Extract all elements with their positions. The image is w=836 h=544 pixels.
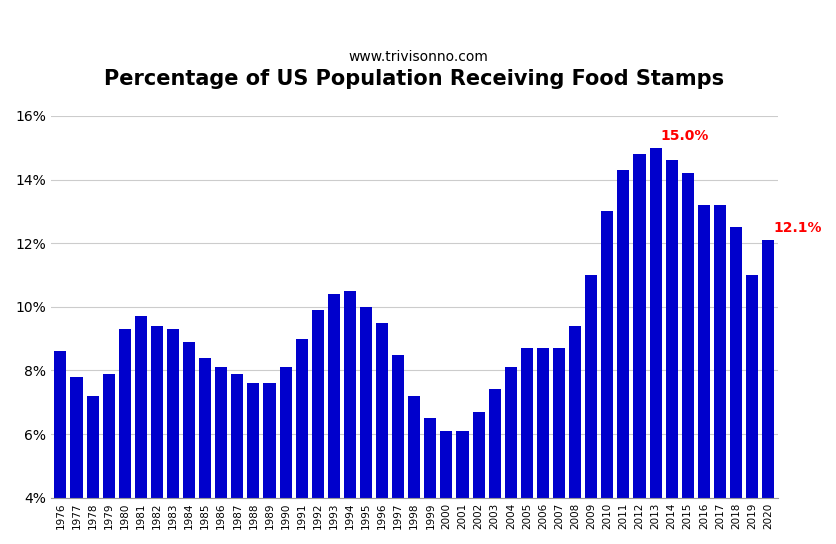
Bar — [166, 329, 179, 544]
Bar — [456, 431, 468, 544]
Bar — [504, 367, 516, 544]
Bar — [536, 348, 548, 544]
Bar — [183, 342, 195, 544]
Bar — [231, 374, 243, 544]
Bar — [344, 291, 355, 544]
Bar — [150, 326, 163, 544]
Bar — [408, 396, 420, 544]
Bar — [488, 390, 500, 544]
Bar — [665, 160, 677, 544]
Bar — [328, 294, 339, 544]
Bar — [762, 240, 773, 544]
Text: www.trivisonno.com: www.trivisonno.com — [348, 50, 488, 64]
Bar — [263, 383, 275, 544]
Bar — [135, 317, 146, 544]
Bar — [617, 170, 629, 544]
Bar — [247, 383, 259, 544]
Bar — [649, 148, 660, 544]
Bar — [472, 412, 484, 544]
Bar — [633, 154, 645, 544]
Bar — [311, 310, 324, 544]
Bar — [713, 205, 725, 544]
Bar — [70, 377, 83, 544]
Bar — [392, 355, 404, 544]
Bar — [54, 351, 66, 544]
Bar — [199, 358, 211, 544]
Bar — [375, 323, 388, 544]
Text: 12.1%: 12.1% — [772, 221, 820, 235]
Bar — [359, 307, 371, 544]
Bar — [520, 348, 533, 544]
Bar — [584, 275, 597, 544]
Text: 15.0%: 15.0% — [660, 129, 708, 143]
Bar — [424, 418, 436, 544]
Bar — [729, 227, 742, 544]
Bar — [568, 326, 580, 544]
Title: Percentage of US Population Receiving Food Stamps: Percentage of US Population Receiving Fo… — [104, 70, 723, 89]
Bar — [553, 348, 564, 544]
Bar — [600, 212, 613, 544]
Bar — [681, 173, 693, 544]
Bar — [697, 205, 709, 544]
Bar — [440, 431, 452, 544]
Bar — [295, 338, 308, 544]
Bar — [279, 367, 291, 544]
Bar — [86, 396, 99, 544]
Bar — [119, 329, 130, 544]
Bar — [103, 374, 115, 544]
Bar — [215, 367, 227, 544]
Bar — [745, 275, 757, 544]
